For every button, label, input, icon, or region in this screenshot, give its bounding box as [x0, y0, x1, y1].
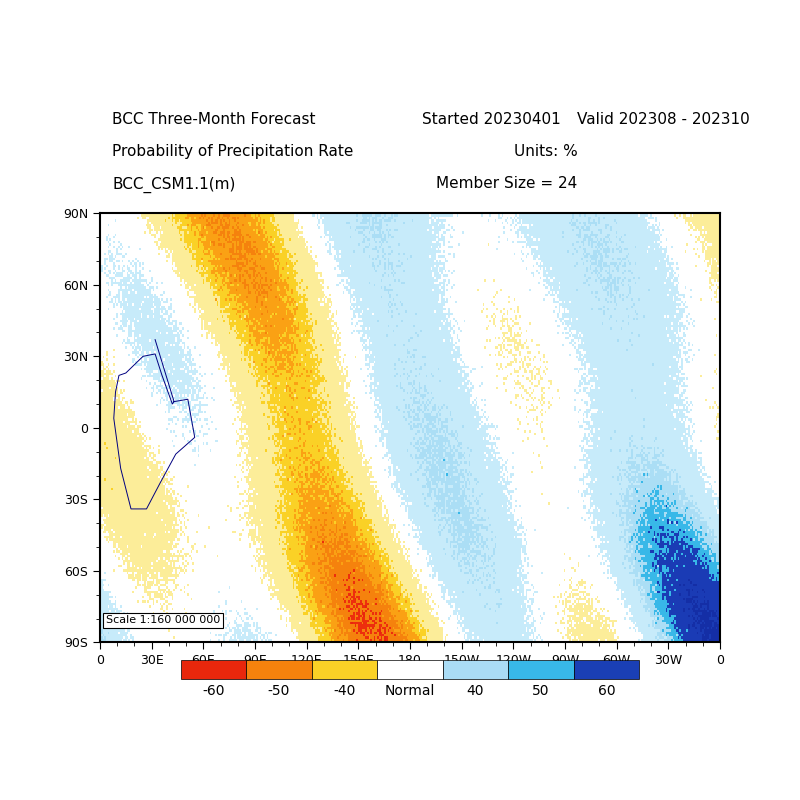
FancyBboxPatch shape: [181, 660, 246, 679]
Text: Scale 1:160 000 000: Scale 1:160 000 000: [106, 615, 221, 626]
Text: 50: 50: [532, 684, 550, 698]
Text: -60: -60: [202, 684, 225, 698]
Text: 40: 40: [466, 684, 484, 698]
Text: Valid 202308 - 202310: Valid 202308 - 202310: [578, 112, 750, 127]
FancyBboxPatch shape: [246, 660, 312, 679]
Text: BCC_CSM1.1(m): BCC_CSM1.1(m): [112, 177, 236, 193]
Text: Units: %: Units: %: [514, 144, 578, 159]
Text: Started 20230401: Started 20230401: [422, 112, 561, 127]
Text: BCC Three-Month Forecast: BCC Three-Month Forecast: [112, 112, 316, 127]
FancyBboxPatch shape: [442, 660, 508, 679]
Text: Normal: Normal: [385, 684, 435, 698]
FancyBboxPatch shape: [574, 660, 639, 679]
Text: Probability of Precipitation Rate: Probability of Precipitation Rate: [112, 144, 354, 159]
Text: -40: -40: [334, 684, 356, 698]
FancyBboxPatch shape: [508, 660, 574, 679]
FancyBboxPatch shape: [378, 660, 442, 679]
FancyBboxPatch shape: [312, 660, 378, 679]
Text: 60: 60: [598, 684, 615, 698]
Text: -50: -50: [268, 684, 290, 698]
Text: Member Size = 24: Member Size = 24: [436, 177, 578, 191]
